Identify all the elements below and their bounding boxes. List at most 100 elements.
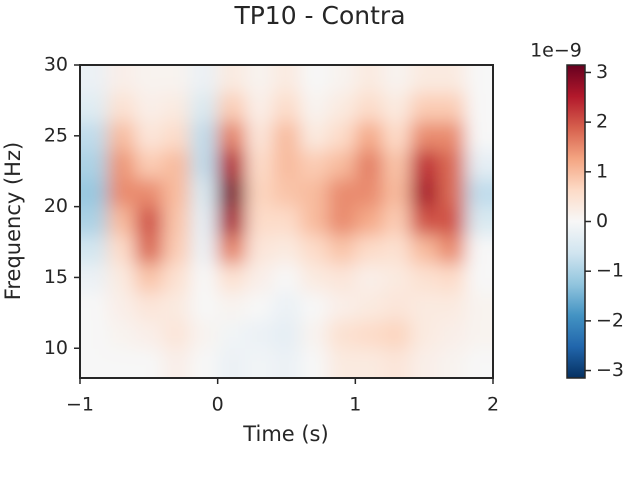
heatmap-cell [437,263,466,293]
heatmap-cell [245,263,274,293]
heatmap-cell [355,93,384,123]
heatmap-cell [437,234,466,264]
heatmap-cell [465,93,493,123]
heatmap-cell [410,291,439,321]
heatmap-cell [437,319,466,349]
heatmap-cell [300,291,329,321]
heatmap-cell [245,121,274,151]
heatmap-cell [465,65,493,94]
heatmap-cell [410,319,439,349]
heatmap-cell [327,291,356,321]
heatmap-cell [135,291,164,321]
heatmap-cell [355,319,384,349]
heatmap-cell [300,121,329,151]
colorbar-tick-label: −2 [596,309,624,331]
x-tick-label: 0 [212,394,224,416]
y-tick-label: 15 [44,266,68,288]
heatmap-cell [190,319,219,349]
heatmap-cell [272,65,301,94]
heatmap-cell [327,121,356,151]
heatmap-cell [190,65,219,94]
heatmap-cell [355,121,384,151]
heatmap-cell [217,206,246,236]
heatmap-cell [162,319,191,349]
heatmap-cell [190,234,219,264]
heatmap-cell [162,149,191,179]
heatmap-cell [217,93,246,123]
heatmap-cell [107,65,136,94]
heatmap-cell [107,348,136,378]
x-tick-label: 1 [349,394,361,416]
heatmap-cell [355,234,384,264]
heatmap-cell [135,234,164,264]
colorbar [566,64,586,379]
heatmap-cell [190,93,219,123]
heatmap-cell [162,263,191,293]
heatmap-cell [135,121,164,151]
heatmap-cell [327,263,356,293]
heatmap-cell [135,206,164,236]
heatmap-cell [300,93,329,123]
heatmap-cell [80,65,109,94]
heatmap-cell [300,149,329,179]
heatmap-cell [80,348,109,378]
heatmap-cell [162,178,191,208]
heatmap-cell [245,206,274,236]
heatmap-cell [465,263,493,293]
heatmap-cell [465,121,493,151]
heatmap-cell [410,178,439,208]
heatmap-cell [245,93,274,123]
heatmap-cell [382,93,411,123]
heatmap-cell [327,319,356,349]
heatmap-cell [162,234,191,264]
heatmap-cell [437,206,466,236]
heatmap-cell [272,178,301,208]
heatmap-cell [437,348,466,378]
heatmap-cell [80,206,109,236]
y-tick-label: 20 [44,195,68,217]
heatmap-cell [217,178,246,208]
heatmap-cell [135,65,164,94]
heatmap-cell [410,121,439,151]
heatmap-cell [300,206,329,236]
heatmap-cell [327,206,356,236]
heatmap-cell [245,291,274,321]
colorbar-offset: 1e−9 [530,40,582,62]
colorbar-tick-label: 1 [596,160,608,182]
x-tick-label: 2 [487,394,499,416]
heatmap-cell [300,319,329,349]
heatmap-cell [300,348,329,378]
heatmap-cell [272,93,301,123]
heatmap-cell [465,178,493,208]
heatmap-cell [107,93,136,123]
heatmap-cell [327,65,356,94]
heatmap-cell [80,149,109,179]
heatmap-cell [190,291,219,321]
heatmap-cell [190,121,219,151]
heatmap-cell [217,149,246,179]
heatmap-cell [300,65,329,94]
heatmap-cell [272,234,301,264]
heatmap-cell [355,291,384,321]
chart-title: TP10 - Contra [233,1,405,30]
x-tick-label: −1 [66,394,94,416]
heatmap-cell [107,234,136,264]
heatmap-cell [327,178,356,208]
heatmap-cell [80,234,109,264]
heatmap-cell [245,234,274,264]
heatmap-cell [410,348,439,378]
heatmap-cell [272,319,301,349]
heatmap-cell [217,348,246,378]
heatmap-cell [355,348,384,378]
heatmap-cell [80,263,109,293]
heatmap-cell [437,121,466,151]
colorbar-tick-label: 3 [596,61,608,83]
heatmap-cell [355,263,384,293]
colorbar-tick-label: 2 [596,111,608,133]
heatmap-cell [272,121,301,151]
heatmap-cell [217,263,246,293]
heatmap-cell [410,206,439,236]
heatmap-cell [162,93,191,123]
heatmap-cell [382,206,411,236]
heatmap-cell [190,206,219,236]
